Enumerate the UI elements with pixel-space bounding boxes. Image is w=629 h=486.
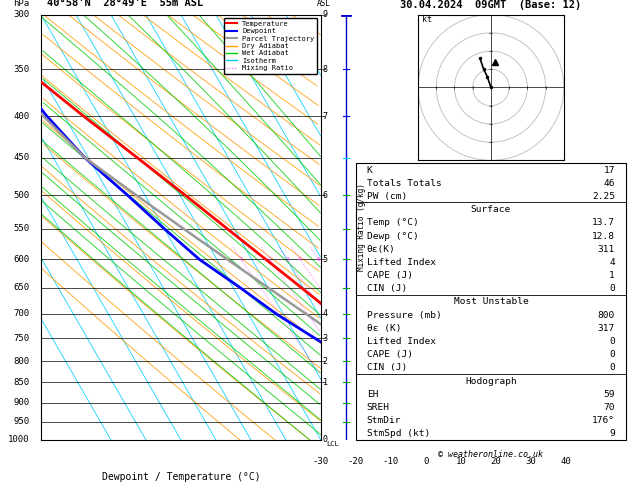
Text: 12.8: 12.8 xyxy=(592,231,615,241)
Text: Mixing Ratio (g/kg): Mixing Ratio (g/kg) xyxy=(357,183,366,271)
Text: 3: 3 xyxy=(323,334,328,343)
Text: 0: 0 xyxy=(610,284,615,293)
Text: Temp (°C): Temp (°C) xyxy=(367,218,418,227)
Text: Lifted Index: Lifted Index xyxy=(367,337,436,346)
Text: 0: 0 xyxy=(610,337,615,346)
Text: StmSpd (kt): StmSpd (kt) xyxy=(367,430,430,438)
Text: 5: 5 xyxy=(323,255,328,264)
Text: 6: 6 xyxy=(323,191,328,200)
Text: 650: 650 xyxy=(14,283,30,292)
Text: 300: 300 xyxy=(14,10,30,19)
Text: 3: 3 xyxy=(285,257,289,262)
Text: Pressure (mb): Pressure (mb) xyxy=(367,311,442,320)
Text: 8: 8 xyxy=(323,65,328,73)
Text: 7: 7 xyxy=(323,112,328,121)
Text: -10: -10 xyxy=(382,457,399,466)
Text: 450: 450 xyxy=(14,153,30,162)
Text: 350: 350 xyxy=(14,65,30,73)
Text: θε(K): θε(K) xyxy=(367,245,396,254)
Text: 800: 800 xyxy=(598,311,615,320)
Text: 4: 4 xyxy=(323,310,328,318)
Text: EH: EH xyxy=(367,390,378,399)
Text: 900: 900 xyxy=(14,398,30,407)
Text: 0: 0 xyxy=(610,364,615,372)
Text: 6: 6 xyxy=(317,257,321,262)
Text: 1000: 1000 xyxy=(8,435,30,444)
Text: 17: 17 xyxy=(604,166,615,174)
Text: 9: 9 xyxy=(323,10,328,19)
Text: Hodograph: Hodograph xyxy=(465,377,517,385)
Text: 0: 0 xyxy=(323,435,328,444)
Text: PW (cm): PW (cm) xyxy=(367,192,407,201)
Text: Totals Totals: Totals Totals xyxy=(367,179,442,188)
Text: 2: 2 xyxy=(323,357,328,365)
Text: 30.04.2024  09GMT  (Base: 12): 30.04.2024 09GMT (Base: 12) xyxy=(400,0,582,10)
Text: 30: 30 xyxy=(525,457,536,466)
Text: 4: 4 xyxy=(610,258,615,267)
Text: Dewpoint / Temperature (°C): Dewpoint / Temperature (°C) xyxy=(101,472,260,482)
Text: LCL: LCL xyxy=(326,440,339,447)
Text: 0: 0 xyxy=(423,457,428,466)
Text: StmDir: StmDir xyxy=(367,416,401,425)
Text: © weatheronline.co.uk: © weatheronline.co.uk xyxy=(438,450,543,459)
Text: 176°: 176° xyxy=(592,416,615,425)
Text: 2.25: 2.25 xyxy=(592,192,615,201)
Text: 311: 311 xyxy=(598,245,615,254)
Text: Surface: Surface xyxy=(471,205,511,214)
Text: 0: 0 xyxy=(610,350,615,359)
Text: hPa: hPa xyxy=(14,0,30,8)
Text: 750: 750 xyxy=(14,334,30,343)
Text: -20: -20 xyxy=(348,457,364,466)
Text: 550: 550 xyxy=(14,224,30,233)
Text: 40°58'N  28°49'E  55m ASL: 40°58'N 28°49'E 55m ASL xyxy=(47,0,203,8)
Text: 59: 59 xyxy=(604,390,615,399)
Text: K: K xyxy=(367,166,372,174)
Text: 9: 9 xyxy=(610,430,615,438)
Text: 2: 2 xyxy=(267,257,271,262)
Text: SREH: SREH xyxy=(367,403,390,412)
Text: -30: -30 xyxy=(313,457,329,466)
Text: 950: 950 xyxy=(14,417,30,426)
Text: CAPE (J): CAPE (J) xyxy=(367,271,413,280)
Text: θε (K): θε (K) xyxy=(367,324,401,333)
Text: 13.7: 13.7 xyxy=(592,218,615,227)
Text: CIN (J): CIN (J) xyxy=(367,364,407,372)
Text: 20: 20 xyxy=(491,457,501,466)
Text: 500: 500 xyxy=(14,191,30,200)
Text: 700: 700 xyxy=(14,310,30,318)
Text: 800: 800 xyxy=(14,357,30,365)
Text: 600: 600 xyxy=(14,255,30,264)
Legend: Temperature, Dewpoint, Parcel Trajectory, Dry Adiabat, Wet Adiabat, Isotherm, Mi: Temperature, Dewpoint, Parcel Trajectory… xyxy=(223,18,317,74)
Text: 70: 70 xyxy=(604,403,615,412)
Text: 40: 40 xyxy=(560,457,571,466)
Text: 4: 4 xyxy=(298,257,302,262)
Text: CIN (J): CIN (J) xyxy=(367,284,407,293)
Text: 1: 1 xyxy=(239,257,243,262)
Text: 1: 1 xyxy=(323,378,328,387)
Text: Most Unstable: Most Unstable xyxy=(454,297,528,307)
Text: kt: kt xyxy=(421,15,431,24)
Text: 850: 850 xyxy=(14,378,30,387)
Text: 400: 400 xyxy=(14,112,30,121)
Text: Dewp (°C): Dewp (°C) xyxy=(367,231,418,241)
Text: CAPE (J): CAPE (J) xyxy=(367,350,413,359)
Text: 46: 46 xyxy=(604,179,615,188)
Text: km
ASL: km ASL xyxy=(316,0,331,8)
Text: 1: 1 xyxy=(610,271,615,280)
Text: 10: 10 xyxy=(455,457,466,466)
Text: 317: 317 xyxy=(598,324,615,333)
Text: Lifted Index: Lifted Index xyxy=(367,258,436,267)
